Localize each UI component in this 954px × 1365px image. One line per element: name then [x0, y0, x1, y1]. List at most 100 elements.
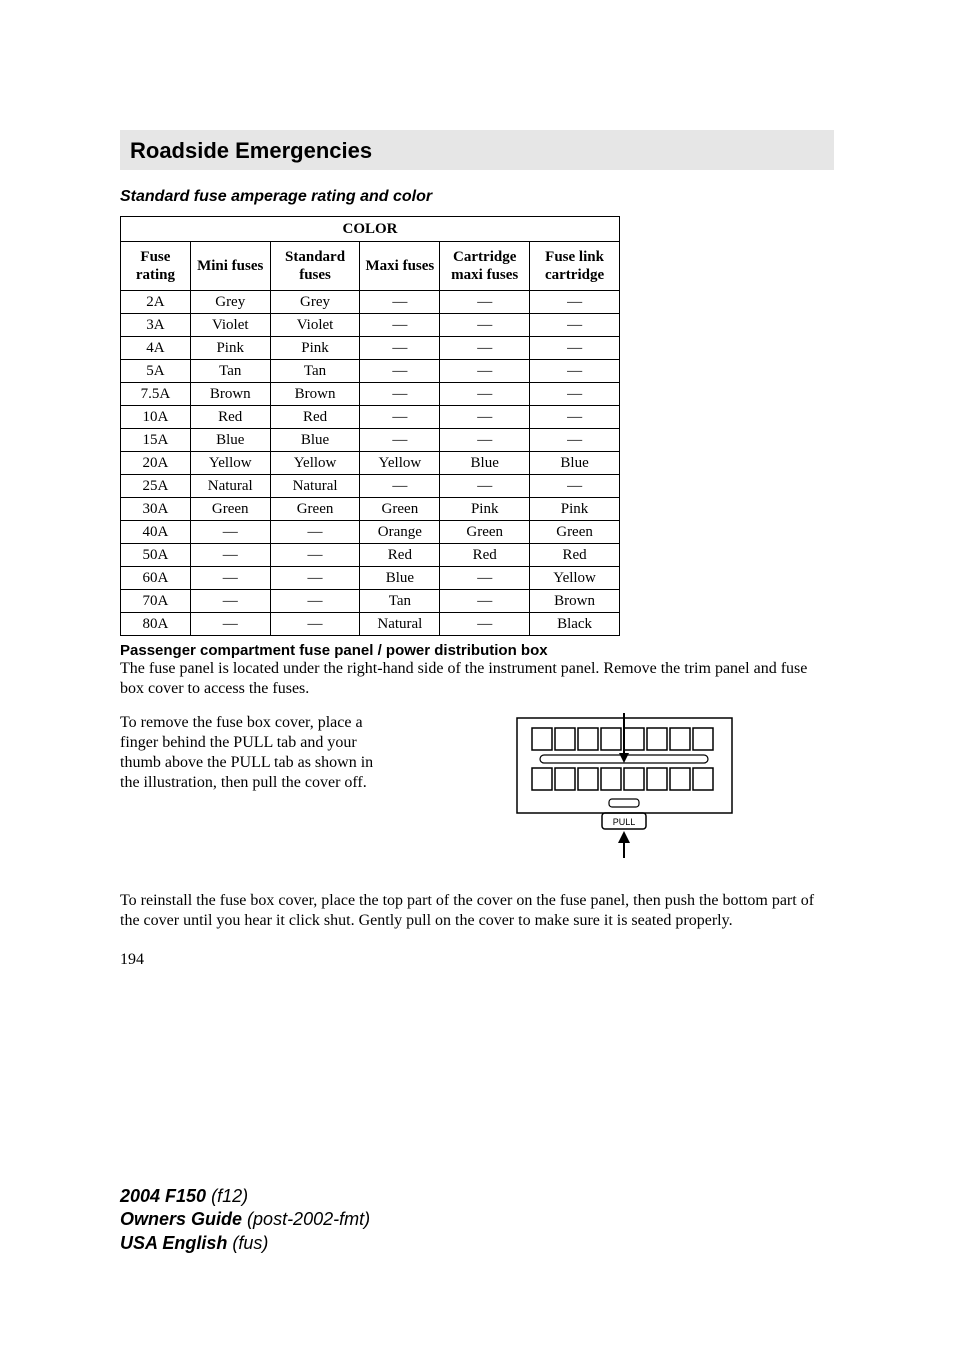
- table-cell: Yellow: [190, 452, 270, 475]
- table-cell: Brown: [190, 383, 270, 406]
- table-cell: Red: [440, 544, 530, 567]
- table-cell: Pink: [530, 498, 620, 521]
- table-cell: Natural: [360, 613, 440, 636]
- table-row: 4APinkPink———: [121, 337, 620, 360]
- table-cell: —: [440, 590, 530, 613]
- table-cell: 3A: [121, 314, 191, 337]
- table-cell: —: [270, 544, 360, 567]
- table-cell: Grey: [190, 291, 270, 314]
- table-cell: —: [440, 613, 530, 636]
- table-cell: Blue: [360, 567, 440, 590]
- table-cell: —: [530, 291, 620, 314]
- table-cell: —: [360, 429, 440, 452]
- table-cell: —: [530, 360, 620, 383]
- section-para1: The fuse panel is located under the righ…: [120, 659, 834, 699]
- table-cell: 2A: [121, 291, 191, 314]
- table-cell: 25A: [121, 475, 191, 498]
- table-cell: 4A: [121, 337, 191, 360]
- table-cell: Red: [190, 406, 270, 429]
- table-cell: —: [270, 613, 360, 636]
- table-cell: Brown: [270, 383, 360, 406]
- table-cell: Green: [440, 521, 530, 544]
- table-cell: 15A: [121, 429, 191, 452]
- table-cell: —: [440, 429, 530, 452]
- table-cell: —: [360, 383, 440, 406]
- table-cell: —: [530, 406, 620, 429]
- table-cell: —: [440, 475, 530, 498]
- table-row: 15ABlueBlue———: [121, 429, 620, 452]
- table-cell: Green: [530, 521, 620, 544]
- table-cell: —: [190, 567, 270, 590]
- table-cell: —: [270, 521, 360, 544]
- fuse-color-table: COLOR Fuse rating Mini fuses Standard fu…: [120, 216, 620, 636]
- table-cell: 50A: [121, 544, 191, 567]
- section-para3: To reinstall the fuse box cover, place t…: [120, 891, 834, 931]
- table-cell: Blue: [270, 429, 360, 452]
- table-cell: Tan: [190, 360, 270, 383]
- table-caption: COLOR: [121, 217, 620, 242]
- table-cell: Red: [360, 544, 440, 567]
- table-cell: Blue: [440, 452, 530, 475]
- subtitle: Standard fuse amperage rating and color: [120, 188, 834, 206]
- footer-line3: USA English (fus): [120, 1232, 370, 1255]
- footer-line1: 2004 F150 (f12): [120, 1185, 370, 1208]
- table-row: 10ARedRed———: [121, 406, 620, 429]
- table-cell: Violet: [190, 314, 270, 337]
- table-cell: Natural: [190, 475, 270, 498]
- table-cell: —: [440, 360, 530, 383]
- footer-line2: Owners Guide (post-2002-fmt): [120, 1208, 370, 1231]
- table-cell: 60A: [121, 567, 191, 590]
- table-cell: —: [360, 406, 440, 429]
- table-row: 25ANaturalNatural———: [121, 475, 620, 498]
- table-cell: —: [190, 590, 270, 613]
- table-cell: 30A: [121, 498, 191, 521]
- table-cell: —: [360, 337, 440, 360]
- section-para2: To remove the fuse box cover, place a fi…: [120, 713, 385, 793]
- table-cell: —: [270, 567, 360, 590]
- table-row: 40A——OrangeGreenGreen: [121, 521, 620, 544]
- table-cell: Black: [530, 613, 620, 636]
- table-cell: Blue: [190, 429, 270, 452]
- table-cell: —: [360, 360, 440, 383]
- table-cell: Natural: [270, 475, 360, 498]
- header-bar: Roadside Emergencies: [120, 130, 834, 170]
- col-maxi-fuses: Maxi fuses: [360, 242, 440, 291]
- table-cell: Blue: [530, 452, 620, 475]
- table-cell: —: [440, 567, 530, 590]
- table-cell: 7.5A: [121, 383, 191, 406]
- table-cell: Yellow: [530, 567, 620, 590]
- table-cell: Green: [360, 498, 440, 521]
- page-title: Roadside Emergencies: [130, 138, 824, 164]
- table-cell: Red: [270, 406, 360, 429]
- table-cell: 40A: [121, 521, 191, 544]
- table-cell: —: [440, 337, 530, 360]
- col-cartridge-maxi: Cartridge maxi fuses: [440, 242, 530, 291]
- table-row: 3AVioletViolet———: [121, 314, 620, 337]
- table-row: 2AGreyGrey———: [121, 291, 620, 314]
- col-mini-fuses: Mini fuses: [190, 242, 270, 291]
- table-cell: Pink: [270, 337, 360, 360]
- table-cell: Orange: [360, 521, 440, 544]
- table-cell: —: [530, 475, 620, 498]
- table-row: 70A——Tan—Brown: [121, 590, 620, 613]
- table-cell: —: [530, 383, 620, 406]
- table-row: 80A——Natural—Black: [121, 613, 620, 636]
- table-cell: Green: [270, 498, 360, 521]
- table-cell: Brown: [530, 590, 620, 613]
- table-cell: Red: [530, 544, 620, 567]
- table-cell: —: [440, 383, 530, 406]
- section-title: Passenger compartment fuse panel / power…: [120, 642, 834, 659]
- svg-text:PULL: PULL: [613, 817, 636, 827]
- table-cell: Violet: [270, 314, 360, 337]
- table-cell: Yellow: [360, 452, 440, 475]
- table-row: 20AYellowYellowYellowBlueBlue: [121, 452, 620, 475]
- table-cell: —: [360, 291, 440, 314]
- table-cell: Pink: [190, 337, 270, 360]
- table-row: 5ATanTan———: [121, 360, 620, 383]
- table-cell: —: [440, 291, 530, 314]
- fuse-cover-diagram: PULL: [415, 713, 834, 863]
- table-cell: —: [440, 406, 530, 429]
- table-cell: —: [440, 314, 530, 337]
- table-cell: 10A: [121, 406, 191, 429]
- table-cell: —: [530, 429, 620, 452]
